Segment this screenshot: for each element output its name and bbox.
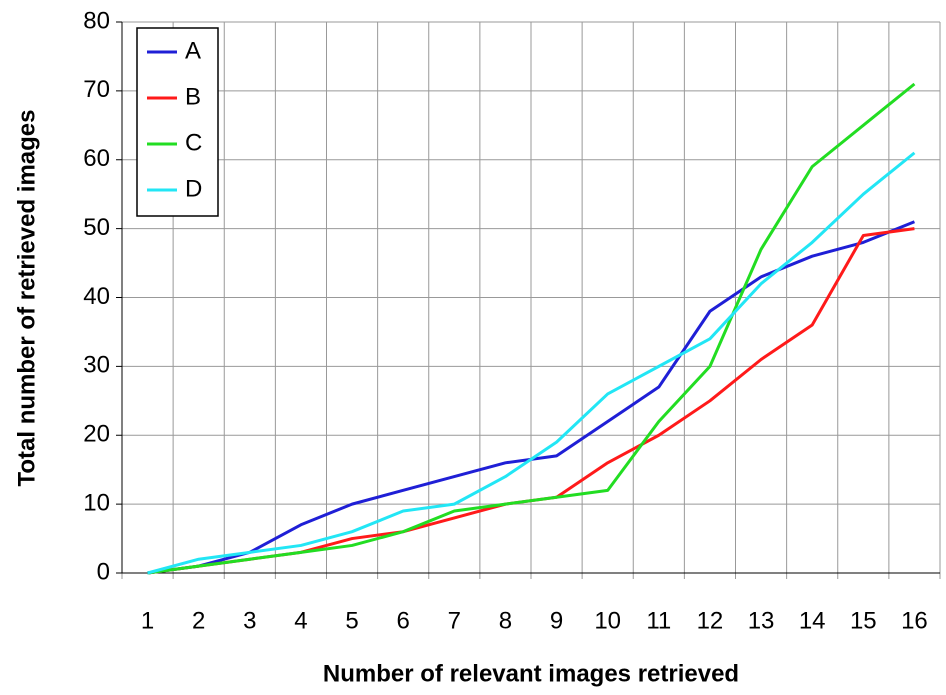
legend-label: D [185,175,202,202]
x-tick-label: 13 [748,607,775,634]
x-tick-label: 10 [594,607,621,634]
y-tick-label: 30 [83,352,110,379]
y-tick-label: 40 [83,283,110,310]
legend-box [136,27,219,217]
legend-label: A [185,37,201,64]
y-tick-label: 70 [83,76,110,103]
y-tick-label: 0 [97,558,110,585]
series-line [147,151,916,575]
x-axis-title: Number of relevant images retrieved [323,660,739,687]
x-tick-label: 1 [141,607,154,634]
x-tick-label: 11 [646,607,671,634]
y-tick-label: 10 [83,489,110,516]
y-tick-label: 50 [83,214,110,241]
x-tick-label: 5 [345,607,358,634]
x-tick-label: 16 [901,607,928,634]
legend-label: B [185,83,201,110]
x-tick-label: 2 [192,607,205,634]
x-tick-label: 8 [499,607,512,634]
x-tick-label: 4 [294,607,307,634]
legend-label: C [185,129,202,156]
x-tick-label: 3 [243,607,256,634]
y-tick-label: 20 [83,421,110,448]
x-tick-label: 15 [850,607,877,634]
x-tick-label: 7 [448,607,461,634]
y-tick-label: 60 [83,145,110,172]
series-line [147,82,916,575]
x-tick-label: 9 [550,607,563,634]
x-tick-label: 12 [697,607,724,634]
x-tick-label: 6 [397,607,410,634]
y-tick-label: 80 [83,7,110,34]
x-tick-label: 14 [799,607,826,634]
y-axis-title: Total number of retrieved images [13,110,40,487]
